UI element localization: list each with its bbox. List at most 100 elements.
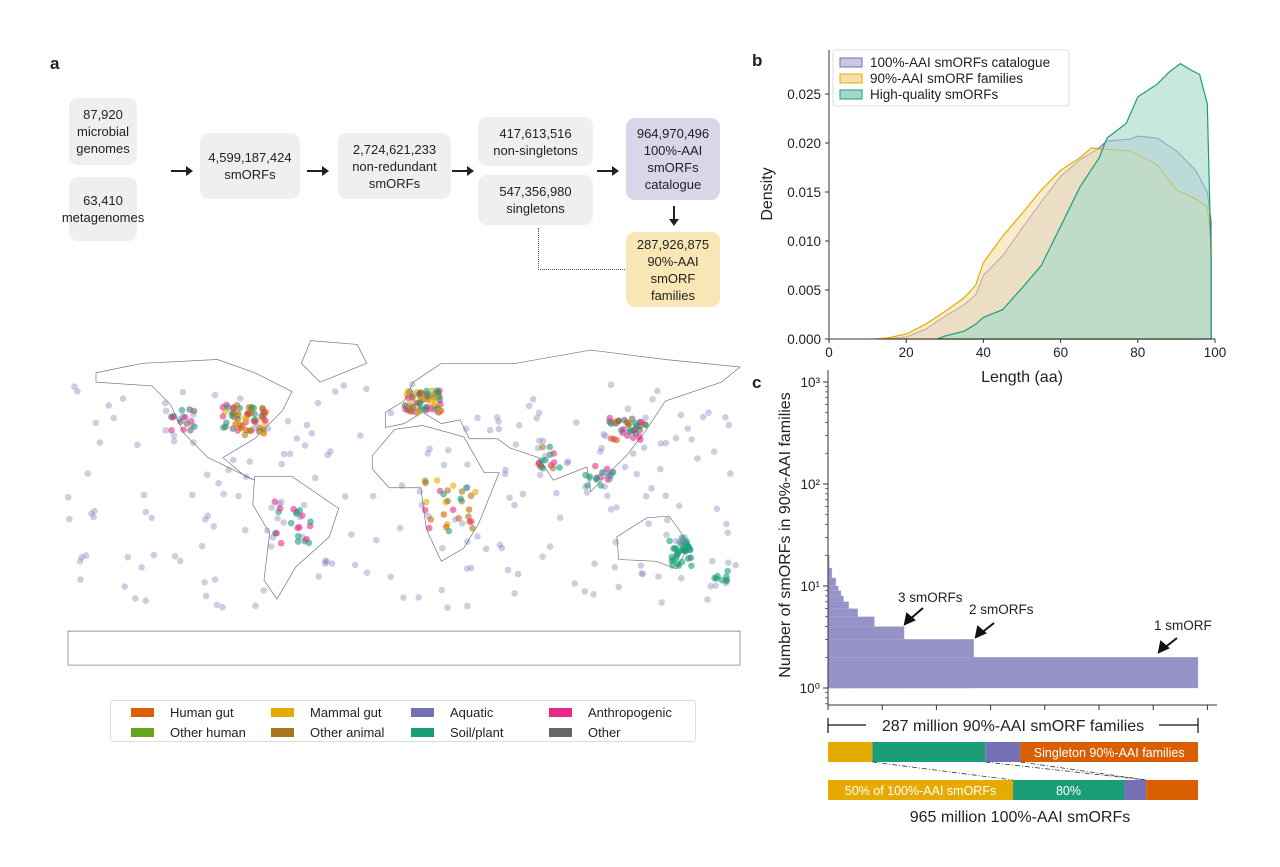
sample-dot xyxy=(211,391,219,399)
sample-dot xyxy=(298,533,306,541)
sample-dot xyxy=(633,470,640,478)
sample-dot xyxy=(324,451,331,459)
sample-dot xyxy=(612,538,619,546)
stacked-x-label: 965 million 100%-AAI smORFs xyxy=(910,809,1131,826)
legend-swatch xyxy=(839,73,863,84)
legend-label: Aquatic xyxy=(450,704,494,720)
sample-dot xyxy=(280,519,288,526)
sample-dot xyxy=(219,603,226,611)
sample-dot xyxy=(583,489,591,496)
sample-dot xyxy=(648,485,655,492)
legend-label: Anthropogenic xyxy=(588,704,672,720)
connector-line xyxy=(985,761,1147,781)
sample-dot xyxy=(213,601,221,609)
sample-dot xyxy=(64,493,72,501)
sample-dot xyxy=(502,466,509,474)
sample-dot xyxy=(463,565,471,572)
panel-label-a: a xyxy=(50,54,60,73)
sample-dot xyxy=(445,446,452,454)
sample-dot xyxy=(180,426,187,434)
swatch xyxy=(271,707,294,717)
sample-dot xyxy=(439,544,446,552)
sample-dot xyxy=(612,418,619,425)
sample-dot xyxy=(142,597,150,604)
sample-dot xyxy=(556,514,564,521)
sample-dot xyxy=(303,535,310,543)
sample-dot xyxy=(202,592,210,600)
sample-dot xyxy=(211,576,219,583)
sample-dot xyxy=(629,450,637,457)
sample-dot xyxy=(564,458,572,465)
sample-dot xyxy=(409,380,416,388)
sample-dot xyxy=(657,465,664,473)
sample-dot xyxy=(638,570,645,577)
x-tick-label: 100 xyxy=(1204,345,1227,360)
sample-dot xyxy=(228,412,236,419)
panel-label-c: c xyxy=(752,373,762,392)
sample-dot xyxy=(469,524,476,532)
sample-dot xyxy=(539,553,546,560)
sample-dot xyxy=(465,513,472,520)
sample-dot xyxy=(187,417,195,425)
sample-dot xyxy=(603,465,611,473)
sample-dot xyxy=(96,439,104,446)
sample-dot xyxy=(236,395,244,402)
x-axis-label: Length (aa) xyxy=(981,369,1063,386)
stacked-segment-human-gut xyxy=(1020,742,1198,762)
sample-dot xyxy=(534,444,542,452)
sample-dot xyxy=(539,437,547,445)
sample-dot xyxy=(511,590,518,597)
sample-dot xyxy=(181,414,189,421)
sample-dot xyxy=(606,475,614,483)
density-area-2 xyxy=(936,62,1212,340)
sample-dot xyxy=(607,469,614,476)
sample-dot xyxy=(592,476,600,483)
sample-dot xyxy=(387,409,395,417)
sample-dot xyxy=(607,381,615,389)
annotation-3-smorfs: 3 smORFs xyxy=(898,590,963,605)
sample-dot xyxy=(241,431,249,439)
sample-dot xyxy=(724,559,732,566)
sample-dot xyxy=(168,427,175,434)
sample-dot xyxy=(732,561,739,569)
sample-dot xyxy=(78,554,85,561)
sample-dot xyxy=(400,594,407,601)
legend-other-animal: Other animal xyxy=(271,722,411,742)
legend-human-gut: Human gut xyxy=(131,702,271,722)
stacked-segment-human-gut xyxy=(1146,780,1198,800)
sample-dot xyxy=(710,448,718,455)
sample-dot xyxy=(436,396,444,404)
sample-dot xyxy=(427,516,435,523)
sample-dot xyxy=(150,551,158,559)
sample-dot xyxy=(260,587,268,594)
sample-dot xyxy=(186,406,193,413)
sample-dot xyxy=(599,469,606,476)
sample-dot xyxy=(684,425,692,432)
sample-dot xyxy=(189,491,196,499)
sample-dot xyxy=(639,570,647,578)
sample-dot xyxy=(449,482,457,490)
sample-dot xyxy=(323,558,331,566)
sample-dot xyxy=(645,520,652,527)
flow-arrow xyxy=(171,166,193,176)
sample-dot xyxy=(105,402,113,409)
sample-dot xyxy=(370,492,377,500)
sample-dot xyxy=(91,507,98,515)
sample-dot xyxy=(421,477,429,485)
sample-dot xyxy=(132,595,139,602)
sample-dot xyxy=(464,538,471,545)
sample-dot xyxy=(142,508,150,516)
sample-dot xyxy=(171,552,179,560)
sample-dot xyxy=(556,464,563,471)
swatch xyxy=(411,727,434,737)
sample-dot xyxy=(387,573,395,581)
sample-dot xyxy=(594,476,601,483)
sample-dot xyxy=(688,562,695,570)
sample-dot xyxy=(678,534,686,542)
sample-dot xyxy=(553,489,560,497)
sample-dot xyxy=(455,514,463,522)
y-tick-label: 0.020 xyxy=(787,136,821,151)
family-size-bar xyxy=(827,657,1199,689)
sample-dot xyxy=(666,537,673,545)
